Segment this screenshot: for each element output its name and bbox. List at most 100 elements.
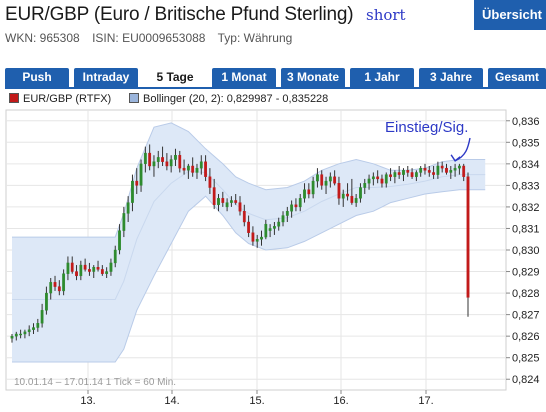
candle-body [457, 165, 461, 169]
candle-body [260, 236, 263, 240]
candle-body [156, 157, 160, 162]
candle-body [285, 211, 289, 216]
candle-body [389, 174, 392, 177]
candle-body [251, 232, 255, 242]
candle-body [92, 267, 96, 272]
candle-body [57, 286, 61, 292]
overview-button[interactable]: Übersicht [474, 0, 546, 30]
candle-body [10, 335, 14, 339]
bollinger-band-fill [12, 122, 486, 363]
candle-body [453, 167, 457, 171]
legend-label-bollinger: Bollinger (20, 2): 0,829987 - 0,835228 [143, 93, 329, 105]
candle-body [359, 187, 362, 199]
candle-body [66, 262, 70, 274]
timeframe-tabs: Push Intraday 5 Tage 1 Monat 3 Monate 1 … [5, 68, 546, 88]
tab-3-jahre[interactable]: 3 Jahre [419, 68, 483, 87]
candle-body [307, 189, 311, 195]
candle-body [199, 161, 203, 169]
candle-body [380, 178, 384, 184]
candle-body [14, 333, 18, 337]
tab-3-monate[interactable]: 3 Monate [281, 68, 345, 87]
candle-body [221, 198, 225, 203]
y-tick-label: 0,832 [512, 202, 540, 214]
candle-body [178, 155, 182, 169]
candle-body [40, 310, 44, 324]
candle-body [397, 172, 401, 175]
candle-body [113, 249, 117, 264]
legend-item-bollinger: Bollinger (20, 2): 0,829987 - 0,835228 [129, 93, 328, 105]
candle-body [100, 269, 104, 274]
candle-body [229, 200, 233, 203]
candle-body [445, 167, 448, 173]
candle-body [316, 174, 319, 182]
candle-body [242, 211, 246, 223]
candle-body [174, 155, 177, 160]
grid-layer [5, 109, 507, 391]
tab-intraday[interactable]: Intraday [74, 68, 138, 87]
y-tick-label: 0,824 [512, 374, 540, 386]
x-tick-label: 16. [333, 395, 348, 407]
candle-body [410, 172, 414, 177]
x-tick-label: 15. [249, 395, 264, 407]
y-tick-label: 0,827 [512, 310, 540, 322]
security-meta: WKN: 965308 ISIN: EU0009653088 Typ: Währ… [5, 31, 301, 45]
isin-label: ISIN: EU0009653088 [92, 31, 206, 45]
candle-body [466, 176, 470, 298]
candle-body [346, 193, 349, 197]
tab-1-jahr[interactable]: 1 Jahr [350, 68, 414, 87]
y-tick-label: 0,834 [512, 159, 540, 171]
candle-body [311, 180, 315, 195]
candle-body [23, 331, 27, 335]
chart-info-label: 10.01.14 – 17.01.14 1 Tick = 60 Min. [14, 377, 176, 388]
price-chart-svg: 0,836 0,835 0,834 0,833 0,832 0,831 0,830 0,829… [5, 109, 540, 407]
y-tick-label: 0,826 [512, 331, 540, 343]
candle-body [131, 180, 134, 203]
y-tick-label: 0,836 [512, 116, 540, 128]
candle-body [208, 176, 212, 188]
candle-body [195, 167, 199, 173]
candle-body [234, 200, 238, 203]
tab-1-monat[interactable]: 1 Monat [212, 68, 276, 87]
tab-gesamt[interactable]: Gesamt [488, 68, 546, 87]
price-chart: 0,836 0,835 0,834 0,833 0,832 0,831 0,830 0,829… [0, 108, 546, 407]
x-tick-label: 14. [164, 395, 179, 407]
legend-item-price: EUR/GBP (RTFX) [9, 93, 111, 105]
candle-body [328, 176, 332, 182]
candle-body [212, 187, 216, 205]
candle-body [186, 165, 190, 171]
candle-body [277, 221, 281, 227]
legend-swatch-price [9, 93, 19, 103]
candle-body [96, 267, 100, 270]
candle-body [406, 170, 410, 173]
header: EUR/GBP (Euro / Britische Pfund Sterling… [0, 0, 546, 50]
candle-body [268, 228, 272, 231]
type-label: Typ: Währung [217, 31, 293, 45]
candle-body [182, 167, 186, 171]
bollinger-middle-line [12, 170, 486, 300]
tab-push[interactable]: Push [5, 68, 69, 87]
candle-body [423, 167, 427, 171]
candle-body [414, 172, 418, 177]
candle-body [427, 170, 431, 173]
y-tick-label: 0,829 [512, 267, 540, 279]
candle-body [363, 183, 367, 188]
tab-5-tage[interactable]: 5 Tage [143, 68, 207, 87]
y-tick-label: 0,830 [512, 245, 540, 257]
candle-body [143, 152, 147, 165]
wkn-label: WKN: 965308 [5, 31, 80, 45]
bollinger-band-layer [12, 122, 486, 363]
candle-body [247, 221, 251, 233]
page-title: EUR/GBP (Euro / Britische Pfund Sterling… [5, 4, 354, 25]
candle-layer [10, 144, 470, 343]
candle-body [281, 215, 285, 223]
candle-body [298, 198, 302, 208]
candle-body [238, 202, 242, 212]
candle-body [255, 239, 259, 242]
candle-body [341, 193, 345, 199]
candle-body [191, 165, 195, 173]
candle-body [53, 282, 57, 287]
candle-body [273, 226, 276, 229]
candle-body [440, 165, 444, 169]
candle-body [384, 174, 388, 184]
candle-body [148, 152, 152, 167]
